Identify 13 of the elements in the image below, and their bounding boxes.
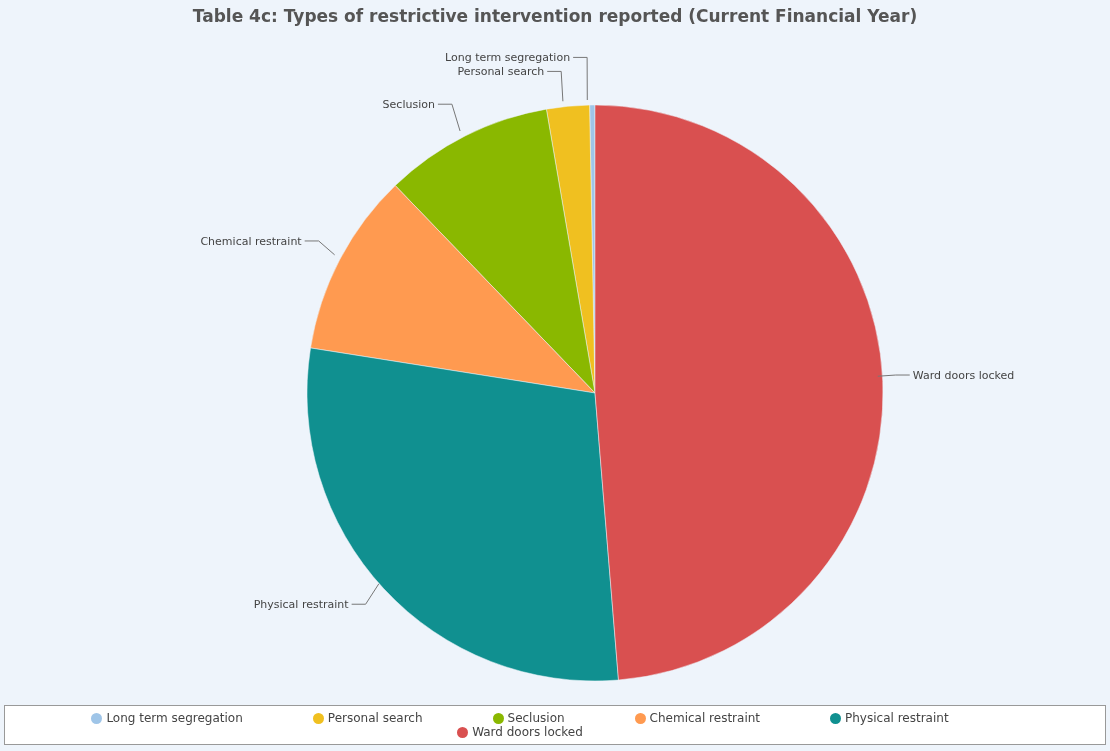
chart-title: Table 4c: Types of restrictive intervention reported (Current Financial Year) [191, 6, 919, 26]
slice-label: Personal search [457, 65, 545, 79]
slice-label: Physical restraint [253, 598, 350, 612]
legend-label: Long term segregation [106, 711, 243, 725]
legend-label: Seclusion [507, 711, 565, 725]
slice-label: Chemical restraint [200, 234, 303, 248]
legend-label: Chemical restraint [649, 711, 761, 725]
legend-label: Ward doors locked [472, 725, 583, 739]
slice-label: Seclusion [382, 98, 435, 112]
legend-label: Personal search [327, 711, 423, 725]
slice-label: Long term segregation [445, 51, 571, 65]
slice-label: Ward doors locked [912, 369, 1015, 383]
legend-label: Physical restraint [845, 711, 949, 725]
